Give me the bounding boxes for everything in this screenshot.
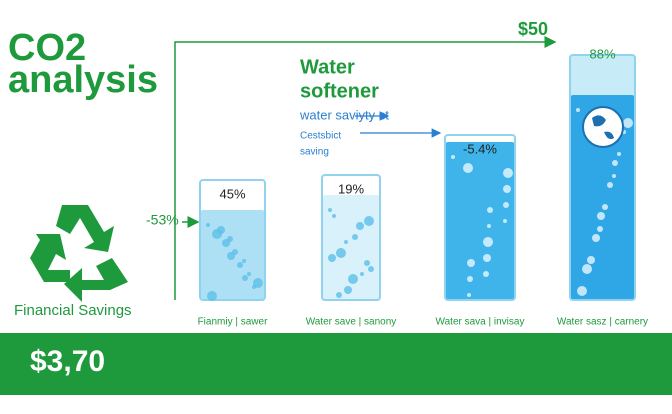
- bubble: [467, 293, 471, 297]
- recycle-icon: [30, 205, 128, 302]
- bubble: [623, 118, 633, 128]
- bubble: [247, 272, 251, 276]
- bubble: [360, 272, 364, 276]
- bubble: [336, 248, 346, 258]
- bubble: [577, 286, 587, 296]
- bubble: [364, 216, 374, 226]
- bubble: [587, 256, 595, 264]
- bubble: [348, 274, 358, 284]
- globe-land: [592, 115, 614, 140]
- bubble: [487, 207, 493, 213]
- bubble: [242, 275, 248, 281]
- beaker-glass: [444, 134, 516, 301]
- beaker-glass: [321, 174, 381, 301]
- bubble: [503, 202, 509, 208]
- note: saving: [300, 147, 329, 158]
- heading: Water: [300, 56, 355, 78]
- bubble: [597, 226, 603, 232]
- subheading: water saviyty st: [299, 107, 389, 122]
- bubble: [576, 108, 580, 112]
- bubble: [483, 254, 491, 262]
- bubble: [207, 291, 217, 301]
- percent-label: -5.4%: [463, 141, 497, 156]
- beaker-top: [570, 55, 635, 95]
- bubble: [612, 160, 618, 166]
- footer-amount: $3,70: [30, 345, 105, 378]
- title-line: CO2: [8, 27, 86, 69]
- bubble: [344, 286, 352, 294]
- globe: [582, 106, 624, 148]
- bubble: [467, 259, 475, 267]
- bubble: [467, 276, 473, 282]
- bubble: [368, 266, 374, 272]
- percent-label: 19%: [338, 181, 364, 196]
- bubble: [597, 212, 605, 220]
- beaker-label: Water sasz | carnery: [557, 317, 648, 328]
- beakers: 45% Fianmiy | sawer 19% Water save | sanony…: [198, 46, 648, 327]
- title-line: analysis: [8, 59, 158, 101]
- bubble: [232, 249, 238, 255]
- bubble: [592, 234, 600, 242]
- bubble: [328, 208, 332, 212]
- bubble: [503, 219, 507, 223]
- heading: softener: [300, 80, 379, 102]
- bubble: [253, 278, 263, 288]
- bubble: [364, 260, 370, 266]
- title: CO2 analysis: [8, 27, 158, 101]
- beaker-glass: [199, 179, 266, 301]
- bubble: [217, 226, 225, 234]
- beaker-label: Water save | sanony: [306, 317, 397, 328]
- beaker-water: [570, 95, 635, 300]
- bubble: [332, 214, 336, 218]
- bubble: [483, 237, 493, 247]
- bubble: [344, 240, 348, 244]
- beaker-glass: [569, 54, 636, 301]
- beaker-label: Water sava | invisay: [436, 317, 525, 328]
- connector: [174, 36, 557, 300]
- bubble: [352, 234, 358, 240]
- bubble: [463, 163, 473, 173]
- left-label: -53%: [146, 212, 179, 228]
- footer-label: Financial Savings: [14, 302, 132, 319]
- top-label: $50: [518, 19, 548, 39]
- bubble: [356, 222, 364, 230]
- bubble: [328, 254, 336, 262]
- bubble: [227, 236, 233, 242]
- bubble: [503, 168, 513, 178]
- bubble: [336, 292, 342, 298]
- bubble: [483, 271, 489, 277]
- bubble: [487, 224, 491, 228]
- beaker-water: [445, 142, 515, 300]
- bubble: [617, 152, 621, 156]
- note: Cestsbict: [300, 131, 341, 142]
- bubble: [607, 182, 613, 188]
- bubble: [242, 259, 246, 263]
- bubble: [503, 185, 511, 193]
- bubble: [206, 223, 210, 227]
- bubble: [602, 204, 608, 210]
- bubble: [612, 174, 616, 178]
- percent-label: 88%: [589, 46, 615, 61]
- bubble: [451, 155, 455, 159]
- bubble: [237, 262, 243, 268]
- bubble: [582, 264, 592, 274]
- percent-label: 45%: [219, 186, 245, 201]
- beaker-label: Fianmiy | sawer: [198, 317, 269, 328]
- footer-band: [0, 333, 672, 395]
